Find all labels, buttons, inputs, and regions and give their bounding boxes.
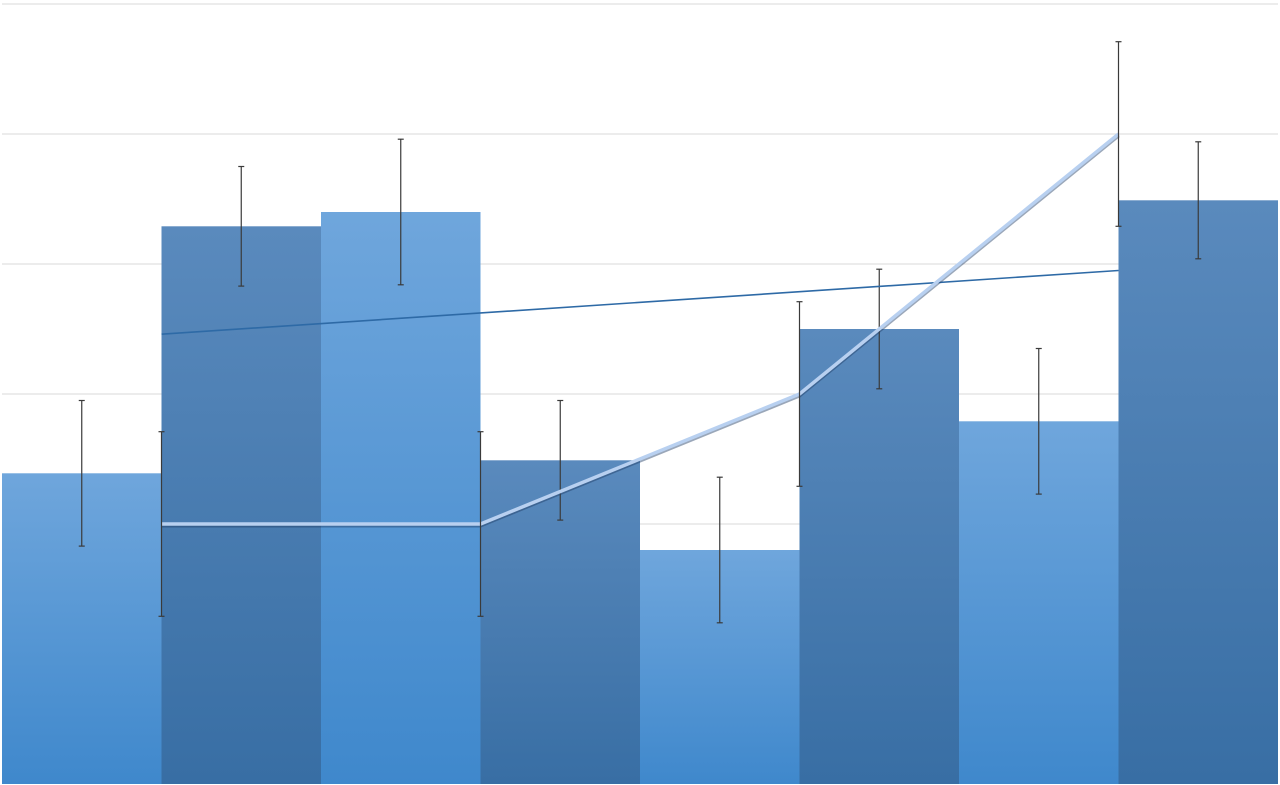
bar: [799, 329, 959, 784]
line-error-bars: [158, 41, 1122, 617]
bar: [321, 212, 481, 784]
trendline: [161, 269, 1119, 335]
trendline-group: [161, 269, 1119, 335]
bar: [1118, 200, 1278, 785]
line-series-path: [161, 132, 1120, 526]
bar: [161, 226, 321, 785]
bars: [2, 200, 1278, 785]
line-series: [161, 132, 1120, 528]
